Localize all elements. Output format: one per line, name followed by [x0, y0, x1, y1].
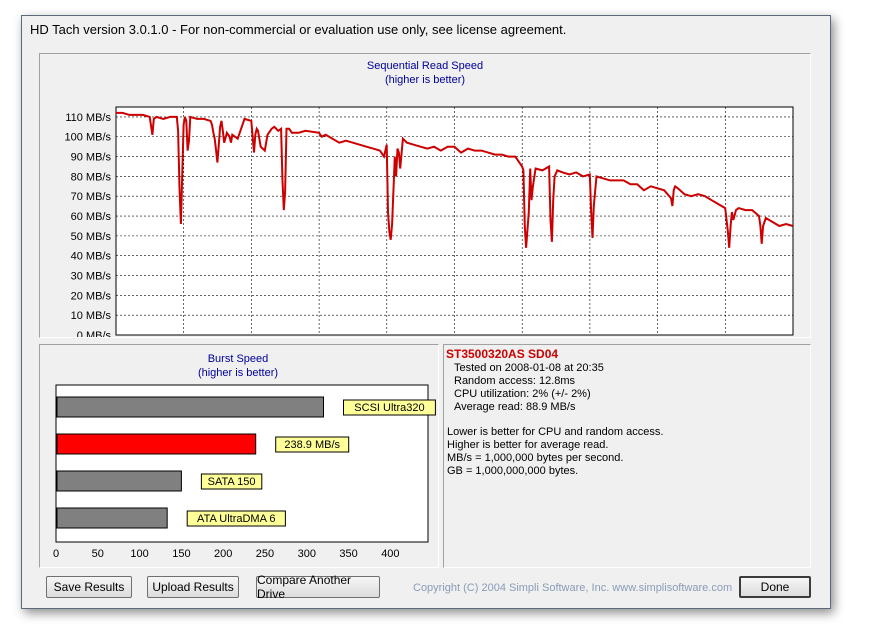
burst-bar	[56, 433, 257, 455]
burst-x-tick-label: 300	[298, 548, 316, 560]
burst-bar	[56, 470, 182, 492]
window-title: HD Tach version 3.0.1.0 - For non-commer…	[30, 22, 567, 37]
read-chart-title: Sequential Read Speed	[367, 60, 483, 72]
burst-bar-label: SATA 150	[208, 476, 256, 488]
random-access: Random access: 12.8ms	[454, 375, 576, 387]
read-y-tick-label: 80 MB/s	[71, 171, 112, 183]
read-y-tick-label: 30 MB/s	[71, 271, 112, 283]
hdtach-window: HD Tach version 3.0.1.0 - For non-commer…	[21, 15, 831, 609]
read-y-tick-label: 50 MB/s	[71, 231, 112, 243]
read-speed-line	[116, 111, 794, 248]
burst-bar-label-box	[186, 510, 286, 527]
drive-info-panel: ST3500320AS SD04 Tested on 2008-01-08 at…	[443, 344, 811, 568]
done-button[interactable]: Done	[739, 576, 811, 598]
burst-chart-subtitle: (higher is better)	[198, 367, 278, 379]
read-y-tick-label: 10 MB/s	[71, 310, 112, 322]
burst-chart-panel: Burst Speed (higher is better) SCSI Ultr…	[39, 344, 439, 568]
burst-speed-chart: Burst Speed (higher is better) SCSI Ultr…	[53, 353, 436, 560]
upload-results-button[interactable]: Upload Results	[147, 576, 239, 598]
cpu-utilization: CPU utilization: 2% (+/- 2%)	[454, 388, 591, 400]
read-y-tick-label: 90 MB/s	[71, 152, 112, 164]
burst-x-tick-label: 400	[381, 548, 399, 560]
tested-on: Tested on 2008-01-08 at 20:35	[454, 362, 604, 374]
read-y-tick-label: 100 MB/s	[65, 132, 112, 144]
burst-chart-title: Burst Speed	[208, 353, 269, 365]
read-y-tick-label: 20 MB/s	[71, 290, 112, 302]
compare-drive-button[interactable]: Compare Another Drive	[256, 573, 380, 601]
burst-bar	[56, 507, 168, 529]
note-mbs: MB/s = 1,000,000 bytes per second.	[447, 452, 624, 464]
read-y-tick-label: 0 MB/s	[77, 330, 112, 337]
burst-bar-label-box	[343, 399, 436, 416]
sequential-read-chart: Sequential Read Speed (higher is better)…	[65, 60, 794, 337]
note-cpu: Lower is better for CPU and random acces…	[447, 426, 664, 438]
read-y-tick-label: 70 MB/s	[71, 191, 112, 203]
drive-name: ST3500320AS SD04	[446, 347, 559, 361]
burst-bar-label-box	[200, 473, 263, 490]
save-results-button[interactable]: Save Results	[46, 576, 132, 598]
burst-x-tick-label: 250	[256, 548, 274, 560]
burst-x-tick-label: 100	[130, 548, 148, 560]
note-gb: GB = 1,000,000,000 bytes.	[447, 465, 579, 477]
burst-bar-label: SCSI Ultra320	[354, 402, 424, 414]
burst-x-tick-label: 0	[53, 548, 59, 560]
burst-x-tick-label: 150	[172, 548, 190, 560]
burst-x-tick-label: 350	[339, 548, 357, 560]
read-chart-subtitle: (higher is better)	[385, 74, 465, 86]
burst-bar-label-box	[275, 436, 350, 453]
copyright-text: Copyright (C) 2004 Simpli Software, Inc.…	[413, 582, 733, 594]
read-y-tick-label: 40 MB/s	[71, 251, 112, 263]
average-read: Average read: 88.9 MB/s	[454, 401, 576, 413]
note-average: Higher is better for average read.	[447, 439, 609, 451]
burst-x-tick-label: 200	[214, 548, 232, 560]
burst-bar-label: 238.9 MB/s	[284, 439, 340, 451]
read-y-tick-label: 110 MB/s	[65, 112, 111, 124]
read-y-tick-label: 60 MB/s	[71, 211, 112, 223]
burst-bar-label: ATA UltraDMA 6	[197, 513, 275, 525]
burst-bar	[56, 396, 325, 418]
background-window-strip	[0, 0, 870, 14]
burst-x-tick-label: 50	[92, 548, 104, 560]
read-chart-panel: Sequential Read Speed (higher is better)…	[39, 53, 811, 338]
